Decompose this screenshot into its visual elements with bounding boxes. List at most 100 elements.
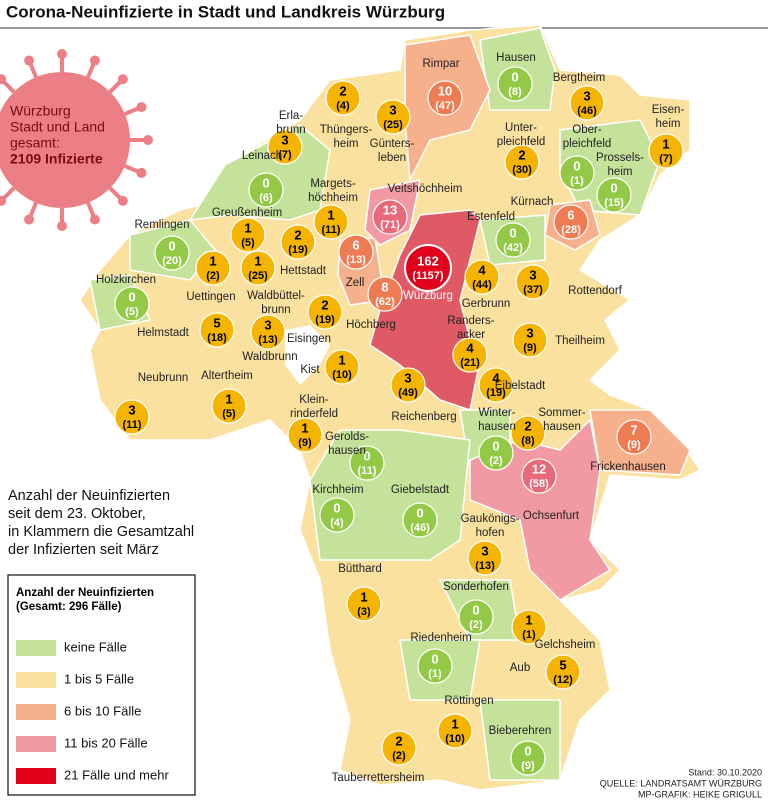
new-cases: 7 [630, 422, 637, 437]
case-circle [510, 740, 546, 776]
new-cases: 3 [281, 132, 288, 147]
footer-line: QUELLE: LANDRATSAMT WÜRZBURG [600, 778, 762, 788]
case-circle [287, 417, 323, 453]
total-cases: (37) [523, 284, 543, 296]
place-name: heim [334, 138, 359, 150]
place-name: hausen [328, 445, 366, 457]
description-line: seit dem 23. Oktober, [8, 506, 146, 522]
case-circle [402, 502, 438, 538]
total-cases: (13) [258, 334, 278, 346]
total-cases: (4) [330, 517, 344, 529]
case-circle [114, 286, 150, 322]
place-name: Eisingen [287, 333, 331, 345]
place-name: hausen [543, 421, 581, 433]
new-cases: 162 [417, 253, 439, 268]
total-cases: (49) [398, 387, 418, 399]
case-circle [324, 349, 360, 385]
case-circle [390, 367, 426, 403]
total-cases: (19) [288, 244, 308, 256]
new-cases: 0 [128, 289, 135, 304]
case-circle [497, 66, 533, 102]
place-name: pleichfeld [563, 138, 612, 150]
new-cases: 0 [333, 500, 340, 515]
case-circle [512, 322, 548, 358]
description-line: Anzahl der Neuinfizierten [8, 488, 170, 504]
place-name: Eibelstadt [495, 380, 546, 392]
new-cases: 1 [244, 220, 251, 235]
total-cases: (20) [162, 255, 182, 267]
place-name: Remlingen [135, 219, 190, 231]
new-cases: 0 [363, 448, 370, 463]
virus-body [0, 72, 130, 208]
case-circle [616, 419, 652, 455]
virus-text: 2109 Infizierte [10, 151, 103, 167]
total-cases: (9) [298, 437, 312, 449]
place-name: pleichfeld [497, 136, 546, 148]
place-name: Prossels- [596, 152, 644, 164]
place-name: Aub [510, 662, 530, 674]
place-name: Thüngers- [320, 124, 373, 136]
new-cases: 0 [416, 505, 423, 520]
total-cases: (10) [445, 733, 465, 745]
place-name: Waldbrunn [242, 351, 297, 363]
place-name: Rimpar [422, 58, 459, 70]
place-name: Bieberehren [489, 725, 552, 737]
place-name: Estenfeld [467, 211, 515, 223]
new-cases: 1 [662, 136, 669, 151]
case-circle [319, 497, 355, 533]
place-name: acker [457, 329, 485, 341]
case-circle [404, 244, 452, 292]
total-cases: (25) [383, 119, 403, 131]
new-cases: 5 [559, 657, 566, 672]
total-cases: (2) [489, 455, 503, 467]
case-circle [338, 234, 374, 270]
total-cases: (11) [123, 419, 142, 431]
place-name: Hausen [496, 52, 536, 64]
total-cases: (30) [512, 164, 532, 176]
case-circle [464, 259, 500, 295]
place-name: höchheim [308, 192, 358, 204]
new-cases: 5 [213, 315, 220, 330]
place-name: heim [608, 166, 633, 178]
new-cases: 2 [395, 733, 402, 748]
place-name: Kist [300, 364, 320, 376]
total-cases: (2) [392, 750, 406, 762]
total-cases: (11) [322, 224, 341, 236]
total-cases: (9) [627, 439, 641, 451]
case-circle [478, 367, 514, 403]
place-name: Helmstadt [137, 327, 190, 339]
total-cases: (10) [332, 369, 352, 381]
total-cases: (28) [561, 224, 581, 236]
case-circle [569, 85, 605, 121]
case-circle [349, 445, 385, 481]
place-name: Hettstadt [280, 265, 327, 277]
case-circle [367, 276, 403, 312]
case-circle [437, 713, 473, 749]
place-name: Kirchheim [312, 484, 363, 496]
circles: 2(4) 3(25)10(47)0(8) 3(46)3(7)1(7)2(30) 0(1… [114, 66, 684, 776]
total-cases: (9) [521, 760, 535, 772]
new-cases: 0 [168, 238, 175, 253]
total-cases: (46) [577, 105, 597, 117]
total-cases: (3) [357, 606, 371, 618]
case-circle [313, 204, 349, 240]
total-cases: (5) [222, 408, 236, 420]
new-cases: 1 [209, 253, 216, 268]
virus-spike-head [0, 74, 7, 85]
virus-spike-head [57, 221, 67, 231]
new-cases: 3 [583, 88, 590, 103]
place-name: Neubrunn [138, 372, 189, 384]
new-cases: 1 [254, 253, 261, 268]
virus-spike-head [143, 135, 153, 145]
new-cases: 1 [360, 589, 367, 604]
new-cases: 0 [431, 651, 438, 666]
case-circle [504, 144, 540, 180]
new-cases: 10 [438, 83, 452, 98]
place-name: Sommer- [538, 407, 585, 419]
place-name: Unter- [505, 122, 537, 134]
virus-spike-head [57, 49, 67, 59]
place-name: Würzburg [403, 290, 453, 302]
description: Anzahl der Neuinfizierten seit dem 23. Ok… [8, 488, 194, 558]
virus-spike-head [24, 214, 35, 225]
new-cases: 0 [509, 225, 516, 240]
